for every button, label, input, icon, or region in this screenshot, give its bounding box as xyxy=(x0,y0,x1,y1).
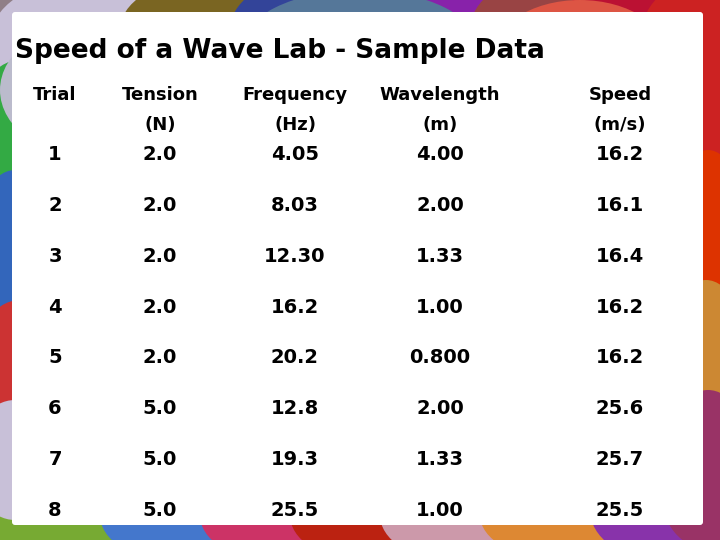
Text: 16.2: 16.2 xyxy=(596,298,644,316)
Ellipse shape xyxy=(560,0,720,85)
Bar xyxy=(0,0,720,80)
Ellipse shape xyxy=(0,20,200,160)
Text: 1.00: 1.00 xyxy=(416,298,464,316)
Text: 1.00: 1.00 xyxy=(416,501,464,519)
Ellipse shape xyxy=(590,460,720,540)
Text: 3: 3 xyxy=(48,247,62,266)
Text: 16.4: 16.4 xyxy=(596,247,644,266)
Ellipse shape xyxy=(0,170,60,350)
Text: 25.7: 25.7 xyxy=(596,450,644,469)
Text: 2: 2 xyxy=(48,196,62,215)
Ellipse shape xyxy=(664,280,720,440)
Ellipse shape xyxy=(640,0,720,100)
Text: Speed: Speed xyxy=(588,86,652,104)
Ellipse shape xyxy=(668,150,720,330)
Ellipse shape xyxy=(240,0,480,110)
Ellipse shape xyxy=(120,0,280,80)
Text: 25.6: 25.6 xyxy=(596,399,644,418)
Ellipse shape xyxy=(665,40,720,200)
Text: 5.0: 5.0 xyxy=(143,399,177,418)
Ellipse shape xyxy=(0,60,70,220)
Text: Tension: Tension xyxy=(122,86,199,104)
Text: 8.03: 8.03 xyxy=(271,196,319,215)
Text: 2.00: 2.00 xyxy=(416,196,464,215)
Text: 16.1: 16.1 xyxy=(596,196,644,215)
Text: 5.0: 5.0 xyxy=(143,501,177,519)
Text: 2.00: 2.00 xyxy=(416,399,464,418)
Text: 12.30: 12.30 xyxy=(264,247,325,266)
Text: 1.33: 1.33 xyxy=(416,247,464,266)
Text: 1: 1 xyxy=(48,145,62,165)
Text: 16.2: 16.2 xyxy=(596,145,644,165)
Bar xyxy=(0,80,50,480)
Text: Wavelength: Wavelength xyxy=(379,86,500,104)
Text: 4.00: 4.00 xyxy=(416,145,464,165)
Text: (N): (N) xyxy=(144,116,176,134)
Ellipse shape xyxy=(0,400,60,520)
Ellipse shape xyxy=(0,300,70,460)
Ellipse shape xyxy=(490,0,670,120)
Text: 25.5: 25.5 xyxy=(271,501,319,519)
Text: 8: 8 xyxy=(48,501,62,519)
Text: (Hz): (Hz) xyxy=(274,116,316,134)
Ellipse shape xyxy=(320,0,440,70)
Ellipse shape xyxy=(0,460,140,540)
Ellipse shape xyxy=(668,390,720,510)
FancyBboxPatch shape xyxy=(12,12,703,525)
Text: 16.2: 16.2 xyxy=(596,348,644,367)
Text: Trial: Trial xyxy=(33,86,77,104)
Text: 1.33: 1.33 xyxy=(416,450,464,469)
Text: (m/s): (m/s) xyxy=(594,116,647,134)
Ellipse shape xyxy=(380,470,520,540)
Text: 16.2: 16.2 xyxy=(271,298,319,316)
Text: Speed of a Wave Lab - Sample Data: Speed of a Wave Lab - Sample Data xyxy=(15,38,545,64)
Bar xyxy=(670,80,720,480)
Text: 2.0: 2.0 xyxy=(143,145,177,165)
Ellipse shape xyxy=(230,0,370,80)
Text: Frequency: Frequency xyxy=(243,86,348,104)
Ellipse shape xyxy=(0,0,170,100)
Ellipse shape xyxy=(290,470,430,540)
Ellipse shape xyxy=(390,0,530,80)
Ellipse shape xyxy=(470,0,630,85)
Text: 2.0: 2.0 xyxy=(143,298,177,316)
Text: 5.0: 5.0 xyxy=(143,450,177,469)
Text: 19.3: 19.3 xyxy=(271,450,319,469)
Text: 5: 5 xyxy=(48,348,62,367)
Text: 2.0: 2.0 xyxy=(143,348,177,367)
Text: 2.0: 2.0 xyxy=(143,196,177,215)
Text: (m): (m) xyxy=(423,116,458,134)
Text: 0.800: 0.800 xyxy=(410,348,471,367)
Ellipse shape xyxy=(200,470,340,540)
Ellipse shape xyxy=(480,470,640,540)
Ellipse shape xyxy=(660,430,720,540)
Text: 2.0: 2.0 xyxy=(143,247,177,266)
Text: 4.05: 4.05 xyxy=(271,145,319,165)
Bar xyxy=(0,480,720,540)
Text: 20.2: 20.2 xyxy=(271,348,319,367)
Text: 12.8: 12.8 xyxy=(271,399,319,418)
Text: 7: 7 xyxy=(48,450,62,469)
Text: 6: 6 xyxy=(48,399,62,418)
Text: 25.5: 25.5 xyxy=(596,501,644,519)
Text: 4: 4 xyxy=(48,298,62,316)
Ellipse shape xyxy=(100,470,240,540)
